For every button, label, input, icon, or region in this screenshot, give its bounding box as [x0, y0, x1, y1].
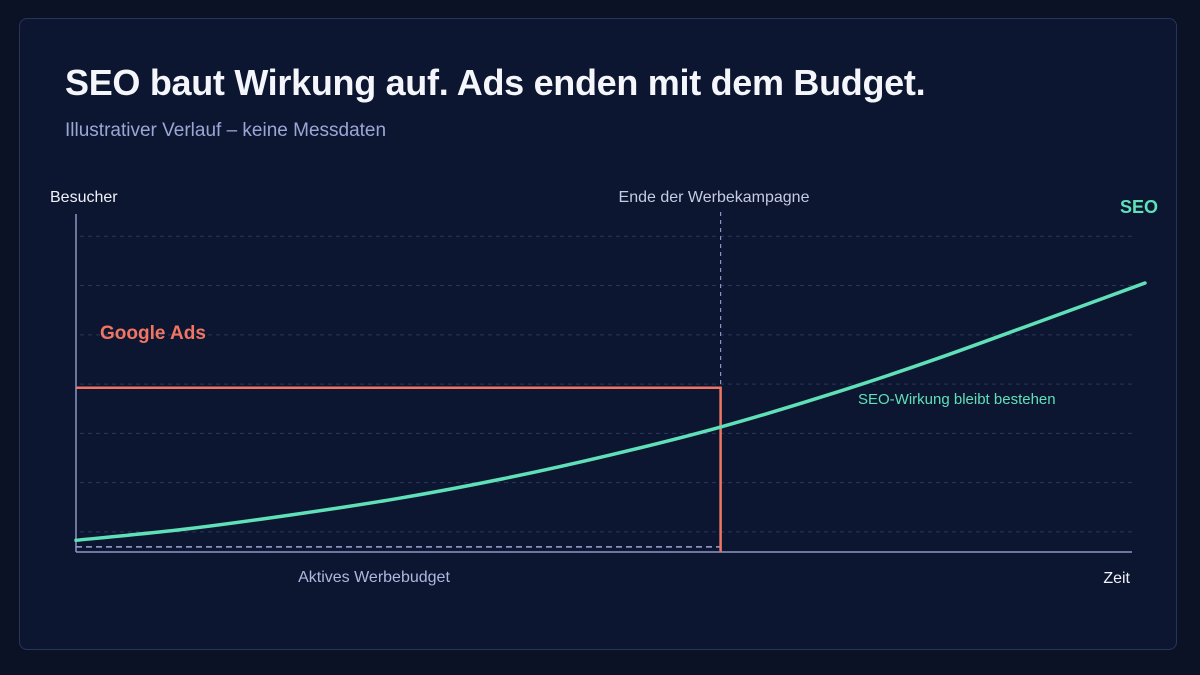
page-subtitle: Illustrativer Verlauf – keine Messdaten	[65, 120, 387, 141]
campaign-end-label: Ende der Werbekampagne	[619, 189, 810, 206]
budget-annotation: Aktives Werbebudget	[298, 569, 450, 586]
chart-card	[19, 18, 1177, 650]
axes	[75, 214, 1132, 553]
seo-series-label: SEO	[1120, 197, 1158, 217]
grid-lines	[80, 235, 1132, 533]
ads-line	[76, 386, 722, 552]
ads-series-label: Google Ads	[100, 323, 206, 344]
x-axis-label: Zeit	[1103, 570, 1130, 587]
seo-effect-annotation: SEO-Wirkung bleibt bestehen	[858, 391, 1056, 408]
seo-line	[74, 281, 1147, 543]
chart-marks	[74, 212, 1147, 552]
page-title: SEO baut Wirkung auf. Ads enden mit dem …	[65, 62, 926, 103]
y-axis-label: Besucher	[50, 189, 118, 206]
